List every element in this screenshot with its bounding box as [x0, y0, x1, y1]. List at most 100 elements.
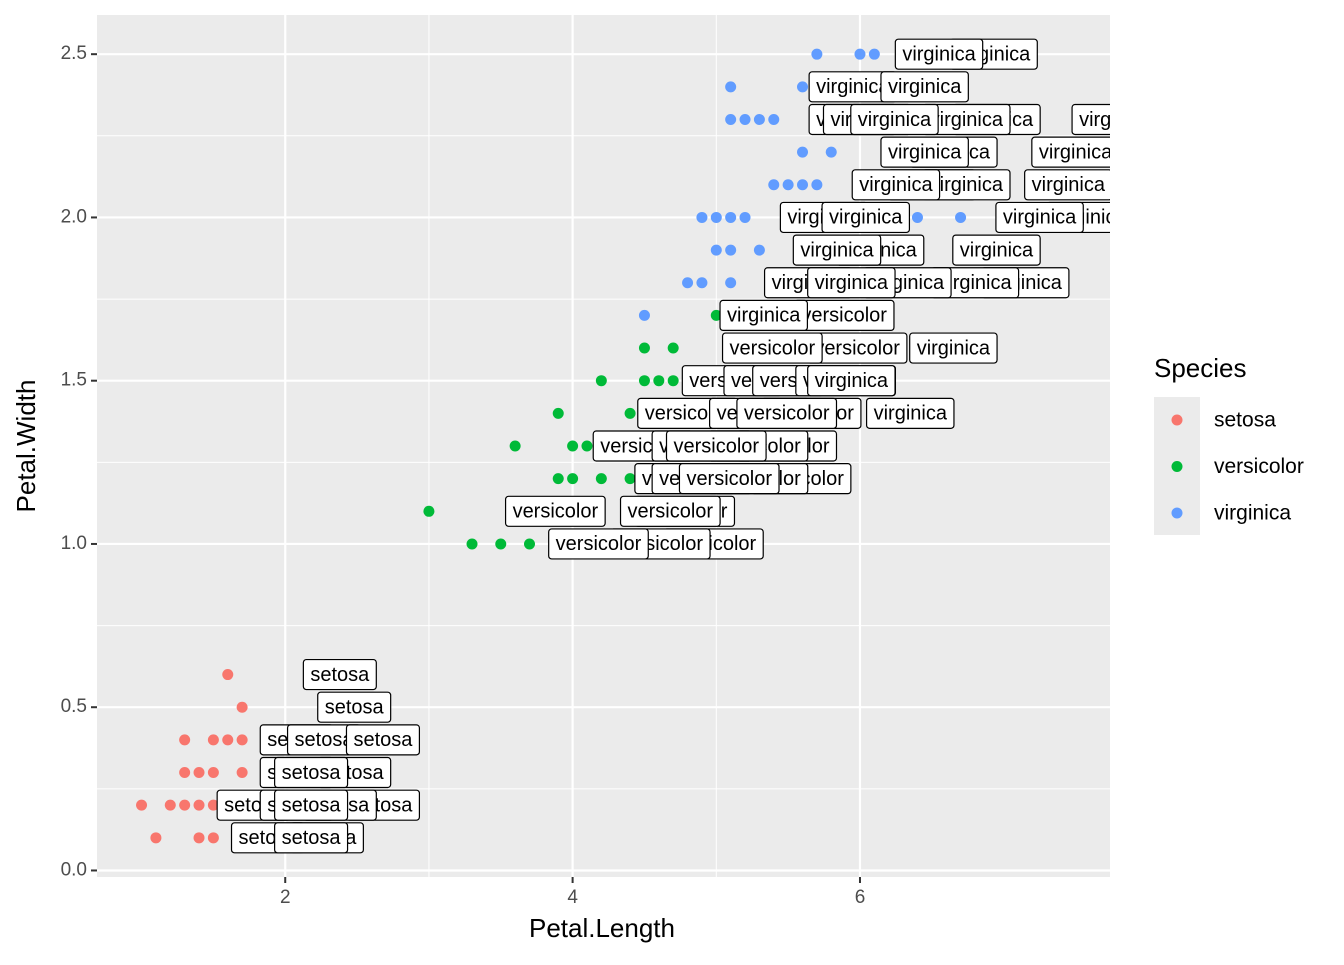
point	[868, 48, 880, 60]
point-label-box	[807, 365, 896, 397]
point	[725, 211, 737, 223]
point	[179, 799, 191, 811]
point-label-text: virginica	[902, 43, 976, 65]
point	[753, 244, 765, 256]
point-label: virginica	[719, 299, 808, 331]
point-label-box	[548, 528, 649, 560]
point	[552, 407, 564, 419]
point	[725, 81, 737, 93]
point-label-box	[807, 267, 896, 299]
point-label-text: setosa	[282, 762, 342, 784]
point-label-box	[317, 691, 392, 723]
point-label: virginica	[1031, 136, 1110, 168]
point-label-text: virginica	[930, 109, 1004, 131]
point-label: virginica	[808, 71, 898, 103]
point-label: virginica	[995, 201, 1084, 234]
x-tick-label: 6	[855, 887, 866, 908]
point-label-text: setosa	[353, 729, 413, 751]
point	[466, 538, 478, 550]
point-label-text: virginica	[938, 272, 1012, 294]
point-label-box	[619, 495, 721, 527]
point	[567, 440, 579, 452]
point-label-text: versicolor	[628, 501, 714, 523]
point-label-text: virginica	[888, 141, 962, 163]
point-label: virginica	[807, 267, 896, 299]
x-axis-title: Petal.Length	[529, 913, 675, 943]
point	[710, 211, 722, 223]
point	[207, 734, 219, 746]
point	[236, 767, 248, 779]
point	[595, 473, 607, 485]
point	[207, 799, 219, 811]
point-label: versicolor	[736, 397, 838, 429]
point	[653, 375, 665, 387]
point-label-box	[792, 234, 882, 266]
point-label-box	[995, 201, 1084, 234]
point-label: versicolor	[793, 299, 895, 331]
point	[193, 799, 205, 811]
point-label-box	[1024, 169, 1110, 201]
point-label: setosa	[274, 756, 349, 789]
point-label: versicolor	[806, 332, 908, 364]
point-label-box	[274, 756, 349, 789]
point-label: virginica	[1071, 103, 1153, 136]
point-label: virginica	[865, 397, 955, 429]
point	[696, 211, 708, 223]
point	[236, 701, 248, 713]
point-label-text: virginica	[1079, 109, 1153, 131]
point-label: virginica	[807, 365, 896, 397]
point-label-box	[665, 430, 767, 462]
point	[797, 81, 809, 93]
point	[638, 375, 650, 387]
point-label: versicolor	[665, 430, 767, 462]
point-label-text: setosa	[282, 827, 342, 849]
point	[739, 113, 751, 125]
point-label-box	[504, 495, 606, 527]
legend-label: setosa	[1214, 409, 1276, 432]
point	[179, 767, 191, 779]
x-tick-label: 2	[280, 887, 291, 908]
point-label-text: virginica	[815, 370, 889, 392]
point	[797, 146, 809, 158]
point	[595, 375, 607, 387]
point	[193, 832, 205, 844]
point	[854, 48, 866, 60]
point	[624, 473, 636, 485]
point-label-box	[821, 201, 911, 234]
point	[768, 113, 780, 125]
point-label-text: versicolor	[801, 305, 887, 327]
point-label-text: setosa	[310, 664, 370, 686]
point	[768, 179, 780, 191]
y-tick-label: 0.0	[61, 859, 87, 880]
point-label-text: virginica	[960, 239, 1034, 261]
point-label: virginica	[1024, 169, 1110, 201]
point-label: virginica	[850, 103, 939, 136]
point-label: setosa	[274, 822, 349, 854]
point-label: virginica	[909, 332, 998, 364]
point	[222, 669, 234, 681]
point-label-text: virginica	[874, 403, 948, 425]
point	[667, 342, 679, 354]
point-label-box	[1031, 136, 1110, 168]
point	[811, 179, 823, 191]
point-label-text: virginica	[888, 76, 962, 98]
point-label: versicolor	[504, 495, 606, 527]
point-label-text: virginica	[829, 207, 903, 229]
point-label: virginica	[880, 71, 969, 103]
point	[567, 473, 579, 485]
point	[638, 342, 650, 354]
point	[753, 113, 765, 125]
point-label-text: versicolor	[513, 501, 599, 523]
y-tick-label: 2.0	[61, 206, 87, 227]
point-label-box	[721, 332, 823, 364]
legend-swatch	[1171, 461, 1183, 472]
point-label: versicolor	[678, 463, 780, 495]
point-label-text: virginica	[1003, 207, 1077, 229]
point-label-text: virginica	[1032, 174, 1106, 196]
point-label: virginica	[880, 136, 969, 168]
point	[193, 767, 205, 779]
point	[911, 211, 923, 223]
point-label-box	[302, 658, 377, 691]
